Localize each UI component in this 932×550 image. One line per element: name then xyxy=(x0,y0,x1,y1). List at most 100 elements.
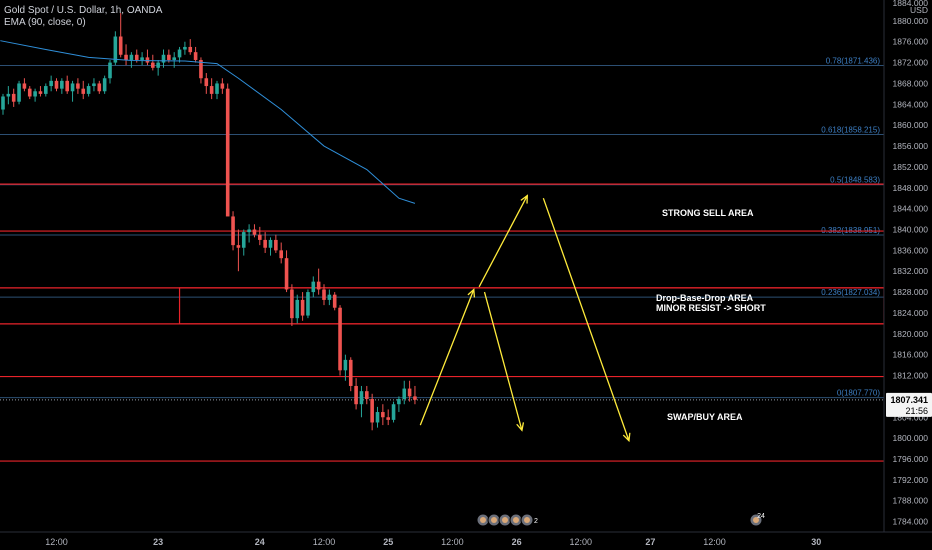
candle-body xyxy=(98,83,102,91)
candle-body xyxy=(344,360,348,370)
price-tick-label: 1848.000 xyxy=(893,183,929,193)
candle-body xyxy=(376,412,380,422)
candle-body xyxy=(242,232,246,248)
price-tick-label: 1796.000 xyxy=(893,454,929,464)
current-price-value: 1807.341 xyxy=(890,395,928,405)
candle-body xyxy=(92,83,96,86)
candle-body xyxy=(33,91,37,96)
candle-body xyxy=(167,55,171,60)
candle-body xyxy=(237,245,241,248)
price-tick-label: 1840.000 xyxy=(893,224,929,234)
candle-body xyxy=(306,292,310,315)
strong-sell-area-label: STRONG SELL AREA xyxy=(662,208,754,219)
candle-body xyxy=(386,417,390,420)
event-marker-dot xyxy=(491,517,497,523)
candle-body xyxy=(124,55,128,60)
candle-body xyxy=(17,83,21,101)
time-tick-label: 12:00 xyxy=(313,537,336,547)
price-tick-label: 1832.000 xyxy=(893,266,929,276)
event-marker-dot xyxy=(513,517,519,523)
candle-body xyxy=(135,55,139,60)
candle-body xyxy=(397,399,401,404)
price-tick-label: 1868.000 xyxy=(893,78,929,88)
candle-body xyxy=(333,295,337,308)
candle-body xyxy=(65,81,69,91)
candle-body xyxy=(81,89,85,94)
time-tick-label: 25 xyxy=(383,537,393,547)
candle-body xyxy=(12,94,16,102)
ema-indicator-label[interactable]: EMA (90, close, 0) xyxy=(4,17,162,29)
candle-body xyxy=(7,94,11,97)
event-single-count: 24 xyxy=(757,513,765,520)
event-marker-dot xyxy=(480,517,486,523)
fib-level-label: 0.618(1858.215) xyxy=(821,125,880,134)
candle-body xyxy=(156,63,160,68)
candle-body xyxy=(103,78,107,91)
event-group-count: 2 xyxy=(534,518,538,525)
candle-body xyxy=(365,391,369,399)
candle-body xyxy=(247,229,251,232)
candle-body xyxy=(114,37,118,63)
candle-body xyxy=(402,389,406,399)
candle-body xyxy=(119,37,123,55)
candle-body xyxy=(408,389,412,397)
candle-body xyxy=(76,83,80,88)
fib-level-label: 0.236(1827.034) xyxy=(821,288,880,297)
candle-body xyxy=(392,404,396,420)
candle-body xyxy=(221,83,225,88)
price-tick-label: 1792.000 xyxy=(893,475,929,485)
price-tick-label: 1800.000 xyxy=(893,433,929,443)
chart-legend: Gold Spot / U.S. Dollar, 1h, OANDA EMA (… xyxy=(4,5,162,29)
time-tick-label: 12:00 xyxy=(703,537,726,547)
candle-body xyxy=(258,235,262,240)
candle-body xyxy=(49,81,53,86)
candle-body xyxy=(295,300,299,318)
minor-resist-short-label: MINOR RESIST -> SHORT xyxy=(656,303,766,314)
price-tick-label: 1828.000 xyxy=(893,287,929,297)
price-tick-label: 1812.000 xyxy=(893,371,929,381)
event-marker-dot xyxy=(502,517,508,523)
candle-body xyxy=(23,83,27,88)
price-tick-label: 1880.000 xyxy=(893,16,929,26)
candle-body xyxy=(162,55,166,63)
candle-body xyxy=(312,282,316,292)
candle-body xyxy=(285,258,289,289)
bar-countdown: 21:56 xyxy=(905,406,928,416)
candle-body xyxy=(210,86,214,94)
candle-body xyxy=(39,91,43,94)
candle-body xyxy=(354,386,358,404)
candle-body xyxy=(370,399,374,422)
price-tick-label: 1816.000 xyxy=(893,350,929,360)
time-tick-label: 23 xyxy=(153,537,163,547)
swap-buy-area-label: SWAP/BUY AREA xyxy=(667,412,743,423)
candle-body xyxy=(263,240,267,248)
fib-level-label: 0(1807.770) xyxy=(837,389,880,398)
price-tick-label: 1860.000 xyxy=(893,120,929,130)
candle-body xyxy=(44,86,48,94)
candle-body xyxy=(183,47,187,50)
symbol-title[interactable]: Gold Spot / U.S. Dollar, 1h, OANDA xyxy=(4,5,162,17)
price-tick-label: 1844.000 xyxy=(893,204,929,214)
price-tick-label: 1876.000 xyxy=(893,37,929,47)
candle-body xyxy=(381,412,385,417)
fib-level-label: 0.5(1848.583) xyxy=(830,176,880,185)
candle-body xyxy=(301,300,305,316)
candle-body xyxy=(226,89,230,217)
currency-label: USD xyxy=(910,5,928,15)
price-tick-label: 1856.000 xyxy=(893,141,929,151)
candle-body xyxy=(194,52,198,60)
candle-body xyxy=(290,289,294,318)
time-tick-label: 26 xyxy=(512,537,522,547)
candle-body xyxy=(317,282,321,290)
price-tick-label: 1824.000 xyxy=(893,308,929,318)
time-tick-label: 24 xyxy=(255,537,265,547)
candle-body xyxy=(205,78,209,86)
candle-body xyxy=(151,63,155,68)
candle-body xyxy=(28,89,32,97)
time-tick-label: 12:00 xyxy=(45,537,68,547)
candle-body xyxy=(188,47,192,52)
price-tick-label: 1788.000 xyxy=(893,496,929,506)
candle-body xyxy=(55,81,59,89)
candle-body xyxy=(338,308,342,371)
